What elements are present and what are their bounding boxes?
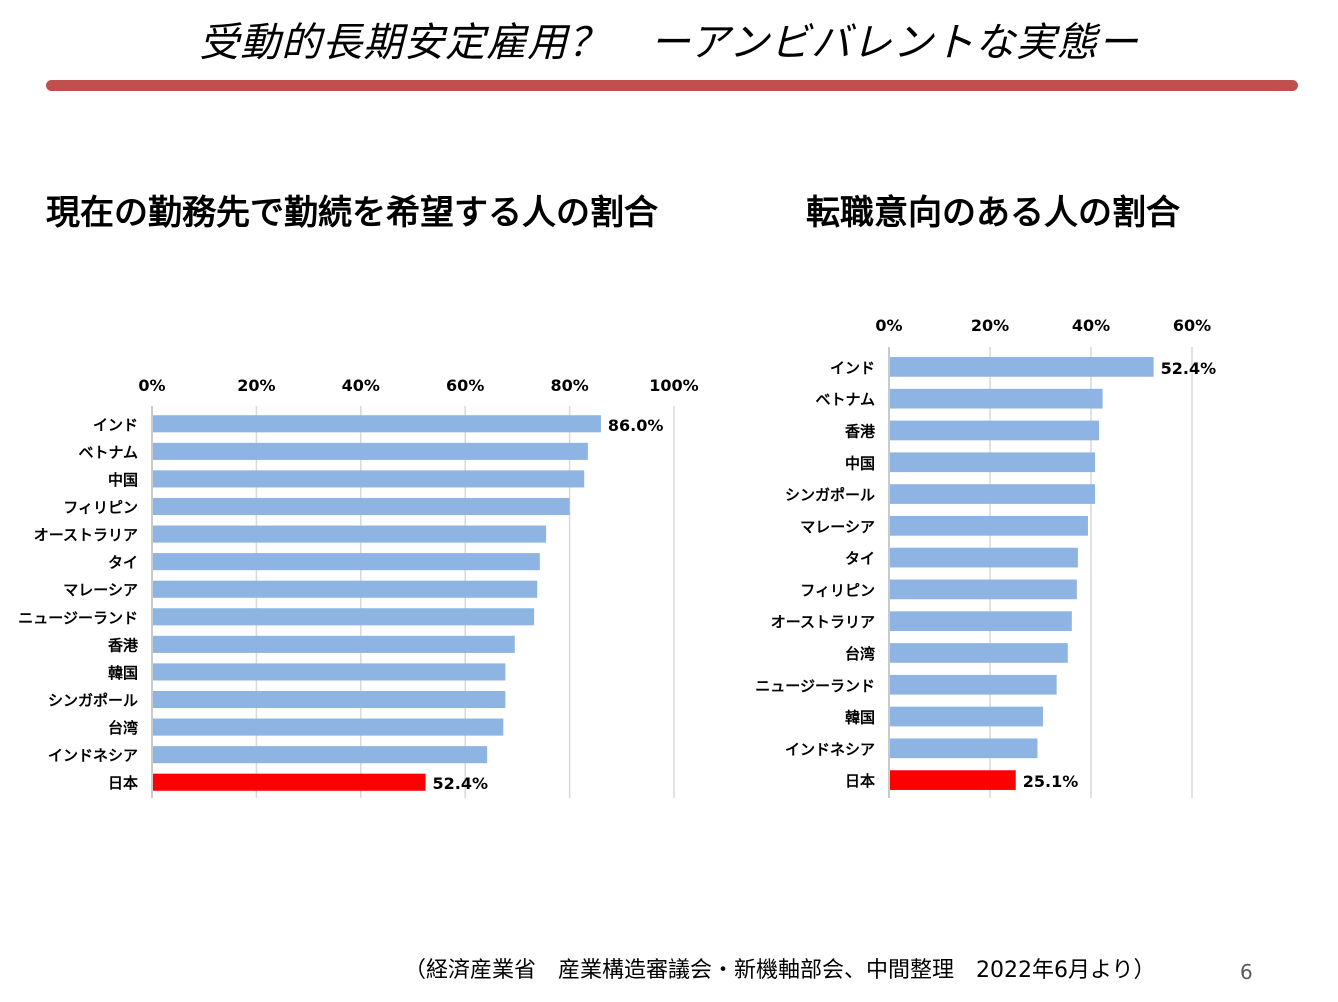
bar [890, 643, 1068, 663]
data-label: 25.1% [1023, 772, 1079, 791]
x-tick-label: 80% [550, 376, 588, 395]
category-label: 台湾 [108, 719, 138, 737]
category-label: マレーシア [800, 518, 875, 536]
x-tick-label: 60% [1173, 316, 1211, 335]
data-label: 52.4% [1161, 359, 1217, 378]
bar [153, 442, 588, 460]
source-note: （経済産業省 産業構造審議会・新機軸部会、中間整理 2022年6月より） [404, 958, 1156, 983]
category-label: インドネシア [48, 747, 138, 765]
bar [153, 773, 426, 791]
bar [153, 746, 488, 764]
x-tick-label: 40% [1072, 316, 1110, 335]
bar [890, 515, 1088, 536]
bar [890, 388, 1103, 409]
x-tick-label: 0% [138, 376, 165, 395]
bar [890, 452, 1096, 473]
x-tick-label: 40% [342, 376, 380, 395]
category-label: ニュージーランド [755, 677, 875, 695]
bar [153, 415, 601, 433]
x-tick-label: 0% [875, 316, 902, 335]
bar [153, 470, 585, 488]
category-label: インド [93, 416, 138, 434]
bar [153, 608, 535, 626]
bar [890, 706, 1044, 727]
x-tick-label: 60% [446, 376, 484, 395]
bar [153, 663, 506, 681]
bar [890, 738, 1038, 759]
category-label: マレーシア [63, 581, 138, 599]
bar [890, 674, 1057, 695]
category-label: 韓国 [845, 709, 875, 727]
bar [153, 635, 515, 653]
bar [890, 579, 1077, 600]
bar [153, 718, 504, 736]
title-accent-rule [46, 80, 1298, 91]
category-label: 香港 [845, 422, 876, 440]
category-label: 台湾 [845, 645, 875, 663]
category-label: フィリピン [800, 581, 875, 599]
bar [890, 770, 1016, 790]
bar [153, 497, 570, 516]
category-label: オーストラリア [34, 526, 138, 544]
category-label: 香港 [108, 636, 139, 654]
data-label: 52.4% [433, 774, 489, 793]
left-chart-title: 現在の勤務先で勤続を希望する人の割合 [46, 193, 658, 233]
category-label: タイ [845, 550, 875, 568]
category-label: オーストラリア [771, 613, 875, 631]
right-chart-title: 転職意向のある人の割合 [806, 193, 1180, 233]
bar [153, 553, 540, 571]
category-label: 日本 [845, 772, 875, 790]
category-label: タイ [108, 554, 138, 572]
bar [153, 580, 538, 598]
category-label: 中国 [845, 454, 875, 472]
bar [890, 357, 1154, 377]
bar [890, 420, 1100, 441]
category-label: 日本 [108, 774, 138, 792]
page-number: 6 [1240, 960, 1253, 984]
bar [890, 547, 1078, 568]
data-label: 86.0% [608, 416, 664, 435]
x-tick-label: 20% [971, 316, 1009, 335]
category-label: 韓国 [108, 664, 138, 682]
x-tick-label: 100% [649, 376, 698, 395]
slide-title: 受動的長期安定雇用？ ーアンビバレントな実態ー [199, 20, 1139, 66]
category-label: インド [830, 359, 875, 377]
bar [890, 484, 1096, 504]
category-label: 中国 [108, 471, 138, 489]
x-tick-label: 20% [237, 376, 275, 395]
category-label: フィリピン [63, 499, 138, 517]
category-label: ベトナム [815, 391, 875, 409]
bar [890, 611, 1072, 632]
category-label: ベトナム [78, 443, 138, 461]
category-label: シンガポール [48, 692, 138, 710]
category-label: ニュージーランド [18, 609, 138, 627]
bar [153, 690, 506, 709]
category-label: インドネシア [785, 740, 875, 758]
bar [153, 525, 547, 543]
category-label: シンガポール [785, 486, 875, 504]
